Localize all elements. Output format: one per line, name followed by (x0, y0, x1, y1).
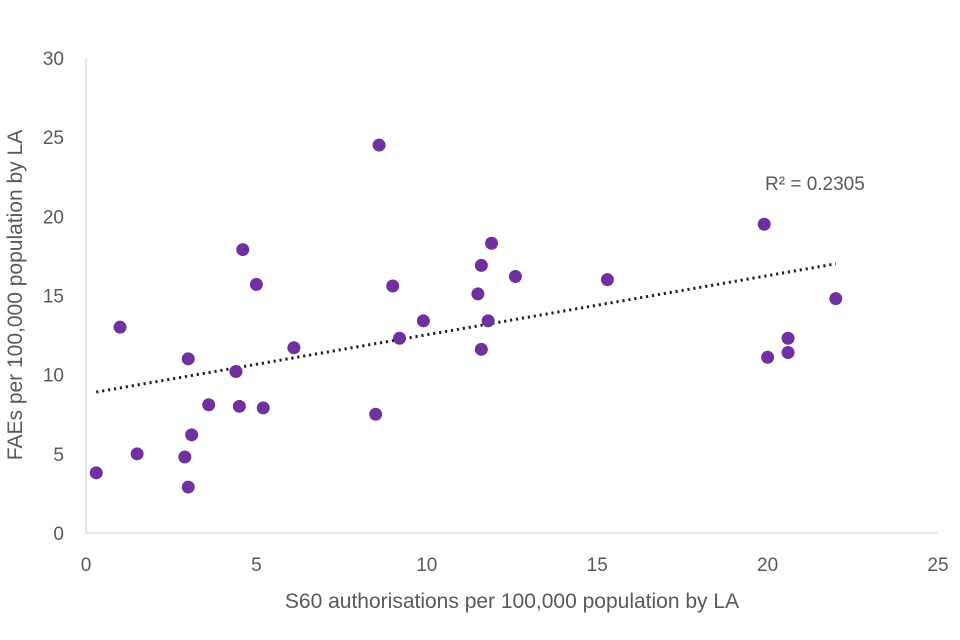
data-point (485, 236, 499, 250)
data-point (369, 407, 383, 421)
x-tick-label: 0 (81, 555, 92, 576)
y-axis-title: FAEs per 100,000 population by LA (4, 130, 27, 460)
data-point (416, 314, 430, 328)
data-point (229, 365, 243, 378)
x-tick-label: 20 (757, 555, 778, 576)
data-point (600, 273, 614, 287)
data-point (474, 342, 488, 356)
data-point (386, 279, 400, 293)
y-tick-label: 10 (43, 366, 64, 387)
data-point (481, 314, 495, 328)
x-tick-label: 10 (416, 555, 437, 576)
x-tick-label: 15 (587, 555, 608, 576)
data-point (181, 352, 195, 366)
axes (85, 58, 938, 534)
data-point (89, 466, 103, 480)
y-tick-label: 25 (43, 128, 64, 149)
y-tick-label: 20 (43, 207, 64, 228)
x-tick-label: 5 (251, 555, 262, 576)
data-point (508, 270, 522, 283)
y-tick-label: 5 (53, 445, 64, 466)
data-point (185, 428, 199, 442)
data-point (130, 447, 144, 461)
x-tick-labels: 0 5 10 15 20 25 (81, 555, 949, 576)
x-tick-label: 25 (927, 555, 948, 576)
data-point (178, 450, 192, 464)
data-point (202, 398, 216, 412)
data-point (757, 217, 771, 231)
data-point (256, 401, 270, 415)
data-point (393, 331, 407, 345)
data-point (761, 350, 775, 364)
r-squared-annotation: R² = 0.2305 (765, 174, 865, 195)
data-point (232, 399, 246, 413)
data-point (781, 346, 795, 359)
trendline (95, 262, 837, 394)
data-point (781, 331, 795, 345)
data-point (287, 341, 301, 355)
data-point (372, 138, 386, 152)
data-point (474, 258, 488, 272)
data-point (236, 243, 250, 257)
y-tick-label: 30 (43, 49, 64, 70)
x-axis-title: S60 authorisations per 100,000 populatio… (285, 590, 739, 613)
y-tick-label: 0 (53, 524, 64, 545)
data-point (181, 480, 195, 494)
data-point (113, 320, 127, 334)
data-point (829, 292, 843, 306)
data-point (249, 277, 263, 291)
y-tick-label: 15 (43, 287, 64, 308)
y-tick-labels: 0 5 10 15 20 25 30 (43, 49, 64, 545)
data-points (89, 138, 843, 494)
data-point (471, 287, 485, 301)
